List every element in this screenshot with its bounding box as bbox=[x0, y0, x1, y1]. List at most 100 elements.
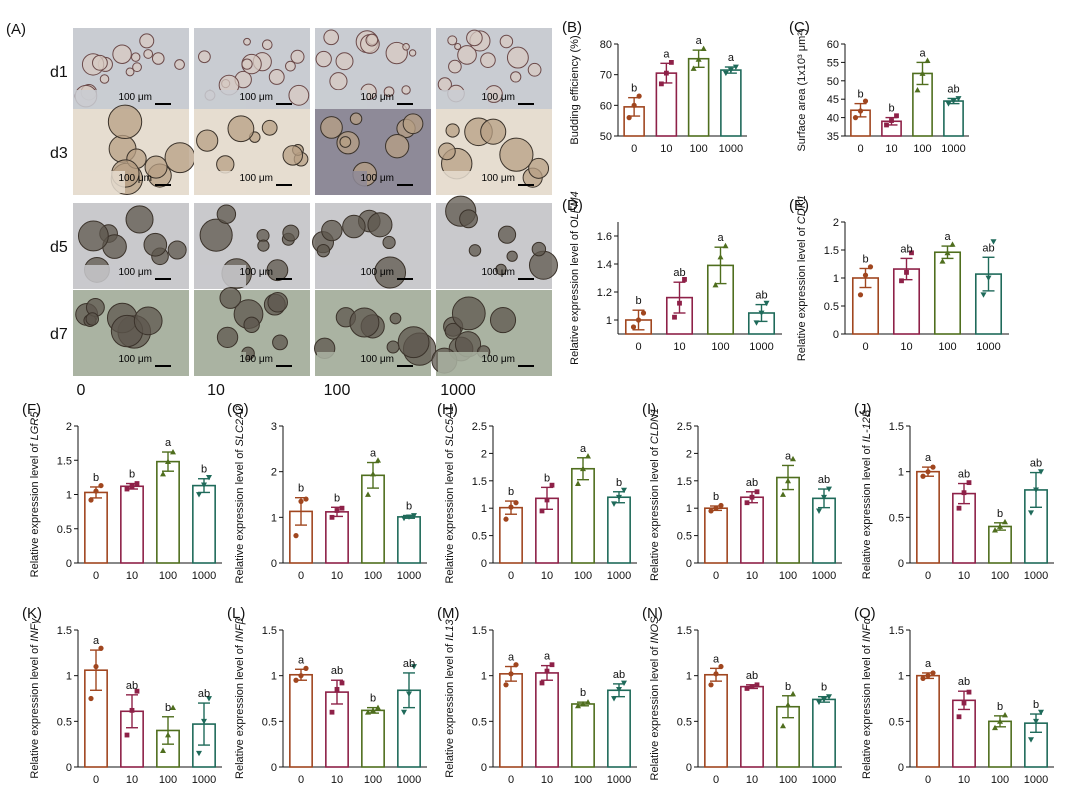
data-point bbox=[722, 242, 729, 249]
data-point bbox=[790, 690, 796, 697]
data-point bbox=[616, 494, 622, 501]
organoid bbox=[497, 225, 517, 244]
scale-bar-label: 100 μm bbox=[118, 267, 152, 278]
organoid bbox=[125, 67, 135, 77]
organoid bbox=[349, 112, 363, 125]
bar bbox=[156, 460, 180, 564]
significance-letter: b bbox=[129, 469, 135, 481]
organoid bbox=[85, 312, 99, 326]
organoid bbox=[495, 263, 507, 276]
panel-c: (C) Surface area (1x10³ μm²) 35 40 45 50 55 60 b… bbox=[787, 18, 977, 168]
significance-letter: a bbox=[93, 635, 100, 647]
y-tick-label: 0.5 bbox=[262, 716, 277, 728]
data-point bbox=[93, 663, 99, 670]
data-point bbox=[925, 469, 931, 475]
organoid bbox=[261, 39, 273, 50]
data-point bbox=[365, 491, 371, 497]
data-point bbox=[862, 272, 869, 278]
data-point bbox=[727, 67, 734, 74]
y-tick-label: 0.5 bbox=[472, 716, 487, 728]
x-tick-label: 100 bbox=[159, 774, 177, 786]
organoid bbox=[199, 218, 233, 252]
organoid bbox=[174, 59, 185, 70]
organoid bbox=[374, 256, 407, 289]
significance-letter: b bbox=[635, 295, 641, 307]
panel-label: (F) bbox=[22, 401, 41, 418]
data-point bbox=[722, 70, 729, 77]
data-point bbox=[165, 732, 171, 738]
significance-letter: b bbox=[201, 464, 207, 476]
data-point bbox=[1038, 709, 1044, 716]
data-point bbox=[621, 680, 627, 686]
bar bbox=[192, 484, 216, 564]
data-point bbox=[303, 496, 309, 502]
significance-letter: b bbox=[997, 701, 1003, 713]
organoid bbox=[198, 50, 211, 64]
scale-bar-backdrop bbox=[317, 171, 367, 193]
organoid bbox=[132, 62, 142, 73]
y-tick-label: 1.6 bbox=[597, 231, 612, 243]
data-point bbox=[98, 482, 104, 489]
y-axis-label-text: Surface area (1x10³ μm²) bbox=[796, 28, 808, 151]
organoid bbox=[143, 232, 168, 257]
y-axis-label-text: Relative expression level of bbox=[444, 447, 456, 584]
data-point bbox=[201, 718, 207, 725]
significance-letter: b bbox=[997, 508, 1003, 520]
y-tick-label: 1 bbox=[66, 490, 72, 502]
scale-bar-backdrop bbox=[196, 171, 246, 193]
data-point bbox=[88, 695, 94, 702]
data-point bbox=[695, 56, 702, 62]
y-tick-label: 0 bbox=[833, 329, 839, 341]
data-point bbox=[718, 502, 724, 509]
scale-bar-backdrop bbox=[317, 90, 367, 112]
y-tick-label: 2 bbox=[686, 448, 692, 460]
data-point bbox=[821, 494, 827, 501]
scale-bar-label: 100 μm bbox=[481, 354, 515, 365]
panel-label: (J) bbox=[854, 401, 872, 418]
significance-letter: ab bbox=[947, 83, 959, 95]
data-point bbox=[631, 102, 637, 108]
x-tick-label: 1000 bbox=[607, 774, 631, 786]
organoid bbox=[527, 62, 542, 77]
data-point bbox=[682, 277, 687, 282]
y-axis-label-text: Relative expression level of bbox=[234, 642, 246, 779]
y-axis-label: Surface area (1x10³ μm²) bbox=[796, 28, 808, 151]
organoid bbox=[290, 49, 305, 64]
y-axis-label: Relative expression level of INOS bbox=[649, 616, 661, 781]
y-tick-label: 2 bbox=[271, 467, 277, 479]
data-point bbox=[370, 470, 376, 477]
data-point bbox=[894, 113, 899, 119]
scale-bar-label: 100 μm bbox=[481, 267, 515, 278]
x-tick-label: 100 bbox=[364, 774, 382, 786]
bar bbox=[571, 467, 595, 564]
y-tick-label: 1.5 bbox=[262, 625, 277, 637]
organoid bbox=[531, 241, 547, 257]
data-point bbox=[206, 696, 212, 702]
organoid bbox=[367, 212, 393, 238]
x-tick-label: 0 bbox=[298, 570, 304, 582]
scale-bar-label: 100 μm bbox=[118, 354, 152, 365]
data-point bbox=[375, 457, 381, 463]
bar bbox=[361, 709, 385, 768]
bar-chart: (H)Relative expression level of SLC5A100… bbox=[437, 401, 637, 584]
panel-k: (K) Relative expression level of INFγ 0 0.5… bbox=[20, 604, 230, 799]
y-tick-label: 0 bbox=[271, 762, 277, 774]
organoid bbox=[382, 235, 396, 250]
x-tick-label: 10 bbox=[746, 774, 758, 786]
significance-letter: a bbox=[508, 652, 515, 664]
significance-letter: a bbox=[728, 52, 735, 64]
bar bbox=[933, 251, 962, 335]
data-point bbox=[780, 722, 786, 729]
x-tick-label: 1000 bbox=[812, 570, 836, 582]
significance-letter: a bbox=[663, 48, 670, 60]
data-point bbox=[785, 701, 791, 708]
data-point bbox=[375, 704, 381, 711]
organoid bbox=[125, 205, 154, 234]
data-point bbox=[961, 700, 967, 706]
organoid bbox=[99, 74, 110, 84]
data-point bbox=[303, 665, 309, 671]
y-axis-label: Relative expression level of SLC5A1 bbox=[444, 406, 456, 584]
y-axis-label-gene: INOS bbox=[649, 616, 661, 644]
y-axis-label-gene: CDK1 bbox=[796, 195, 808, 224]
y-axis-label-gene: SLC5A1 bbox=[444, 406, 456, 447]
